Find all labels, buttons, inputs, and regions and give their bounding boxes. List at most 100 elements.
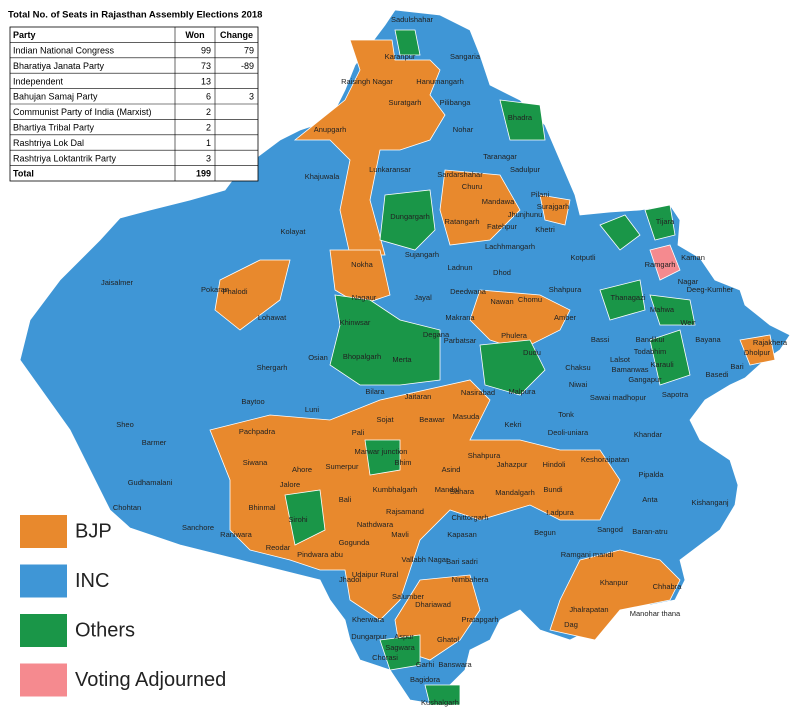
seats-won: 2 xyxy=(206,107,211,117)
constituency-label: Jahazpur xyxy=(497,460,528,469)
constituency-group xyxy=(394,29,421,56)
constituency-label: Manohar thana xyxy=(630,609,681,618)
constituency-label: Marwar junction xyxy=(355,447,408,456)
constituency-label: Nagaur xyxy=(352,293,377,302)
constituency-label: Suratgarh xyxy=(389,98,422,107)
constituency-group xyxy=(379,634,421,671)
legend-label: BJP xyxy=(75,520,112,542)
constituency-label: Begun xyxy=(534,528,556,537)
constituency-group xyxy=(649,244,681,281)
constituency-label: Sahara xyxy=(450,487,475,496)
constituency-label: Jaitaran xyxy=(405,392,432,401)
constituency-label: Jalore xyxy=(280,480,300,489)
legend-label: Voting Adjourned xyxy=(75,669,226,691)
constituency-label: Shergarh xyxy=(257,363,288,372)
constituency-label: Chittorgarh xyxy=(451,513,488,522)
constituency-label: Sirohi xyxy=(288,515,308,524)
constituency-label: Kotputli xyxy=(570,253,595,262)
party-name: Bhartiya Tribal Party xyxy=(13,122,95,132)
constituency-label: Nagar xyxy=(678,277,699,286)
constituency-group xyxy=(499,99,546,141)
map xyxy=(19,9,791,706)
constituency-label: Khajuwala xyxy=(305,172,340,181)
constituency-label: Gudhamalani xyxy=(128,478,173,487)
constituency-label: Deoli-uniara xyxy=(548,428,589,437)
constituency-label: Pokaran xyxy=(201,285,229,294)
constituency-label: Lachhmangarh xyxy=(485,242,535,251)
constituency-label: Luni xyxy=(305,405,320,414)
constituency-label: Bamanwas xyxy=(611,365,648,374)
constituency-group xyxy=(439,169,521,246)
constituency-label: Malpura xyxy=(508,387,536,396)
constituency-label: Sardarshahar xyxy=(437,170,483,179)
seats-won: 199 xyxy=(196,169,211,179)
map-labels: Sadulshahar Karanpur Sangaria Raisingh Naga… xyxy=(101,15,788,707)
party-name: Indian National Congress xyxy=(13,45,115,55)
constituency-label: Bali xyxy=(339,495,352,504)
constituency-label: Sojat xyxy=(376,415,394,424)
constituency-label: Sheo xyxy=(116,420,134,429)
constituency-label: Todabhim xyxy=(634,347,667,356)
constituency-label: Ramgarh xyxy=(645,260,676,269)
constituency-label: Dag xyxy=(564,620,578,629)
constituency-label: Reodar xyxy=(266,543,291,552)
constituency-label: Aspur xyxy=(394,632,414,641)
constituency-label: Bayana xyxy=(695,335,721,344)
constituency-label: Kishanganj xyxy=(691,498,728,507)
constituency-label: Phulera xyxy=(501,331,528,340)
constituency-label: Chaksu xyxy=(565,363,590,372)
constituency-group xyxy=(329,249,391,306)
party-name: Rashtriya Loktantrik Party xyxy=(13,153,117,163)
constituency-label: Gogunda xyxy=(339,538,371,547)
constituency-group xyxy=(329,294,441,386)
constituency-label: Bilara xyxy=(365,387,385,396)
constituency-label: Kushalgarh xyxy=(421,698,459,707)
constituency-group xyxy=(364,439,401,476)
constituency-label: Vallabh Nagar xyxy=(402,555,449,564)
party-name: Total xyxy=(13,169,34,179)
constituency-label: Lunkaransar xyxy=(369,165,411,174)
constituency-label: Rajakhera xyxy=(753,338,788,347)
constituency-label: Lalsot xyxy=(610,355,631,364)
constituency-label: Pali xyxy=(352,428,365,437)
constituency-label: Taranagar xyxy=(483,152,517,161)
constituency-label: Beawar xyxy=(419,415,445,424)
constituency-label: Parbatsar xyxy=(444,336,477,345)
constituency-label: Khinwsar xyxy=(340,318,371,327)
constituency-label: Banswara xyxy=(438,660,472,669)
constituency-label: Bundi xyxy=(543,485,563,494)
constituency-label: Sagwara xyxy=(385,643,415,652)
constituency-label: Pipalda xyxy=(638,470,664,479)
party-name: Communist Party of India (Marxist) xyxy=(13,107,152,117)
constituency-label: Nohar xyxy=(453,125,474,134)
constituency-label: Thanagazi xyxy=(610,293,645,302)
constituency-label: Dungarpur xyxy=(351,632,387,641)
constituency-label: Bagidora xyxy=(410,675,441,684)
constituency-label: Sumerpur xyxy=(326,462,359,471)
constituency-label: Ahore xyxy=(292,465,312,474)
constituency-label: Churu xyxy=(462,182,482,191)
constituency-label: Dungargarh xyxy=(390,212,430,221)
legend-label: Others xyxy=(75,619,135,641)
constituency-label: Bhadra xyxy=(508,113,533,122)
constituency-group xyxy=(469,289,571,351)
constituency-label: Deeg-Kumher xyxy=(687,285,734,294)
constituency-label: Baytoo xyxy=(241,397,264,406)
legend-swatch xyxy=(20,564,67,598)
constituency-label: Deedwana xyxy=(450,287,487,296)
table-header: Change xyxy=(220,30,253,40)
constituency-label: Dudu xyxy=(523,348,541,357)
party-name: Bharatiya Janata Party xyxy=(13,61,105,71)
constituency-label: Bari sadri xyxy=(446,557,478,566)
constituency-label: Jaisalmer xyxy=(101,278,134,287)
constituency-label: Anupgarh xyxy=(314,125,347,134)
constituency-label: Mavli xyxy=(391,530,409,539)
constituency-label: Chomu xyxy=(518,295,542,304)
constituency-group xyxy=(649,329,691,386)
constituency-label: Kekri xyxy=(504,420,521,429)
constituency-group xyxy=(599,214,641,251)
constituency-label: Jhadol xyxy=(339,575,361,584)
table-header: Party xyxy=(13,30,36,40)
seats-won: 1 xyxy=(206,138,211,148)
constituency-label: Anta xyxy=(642,495,658,504)
